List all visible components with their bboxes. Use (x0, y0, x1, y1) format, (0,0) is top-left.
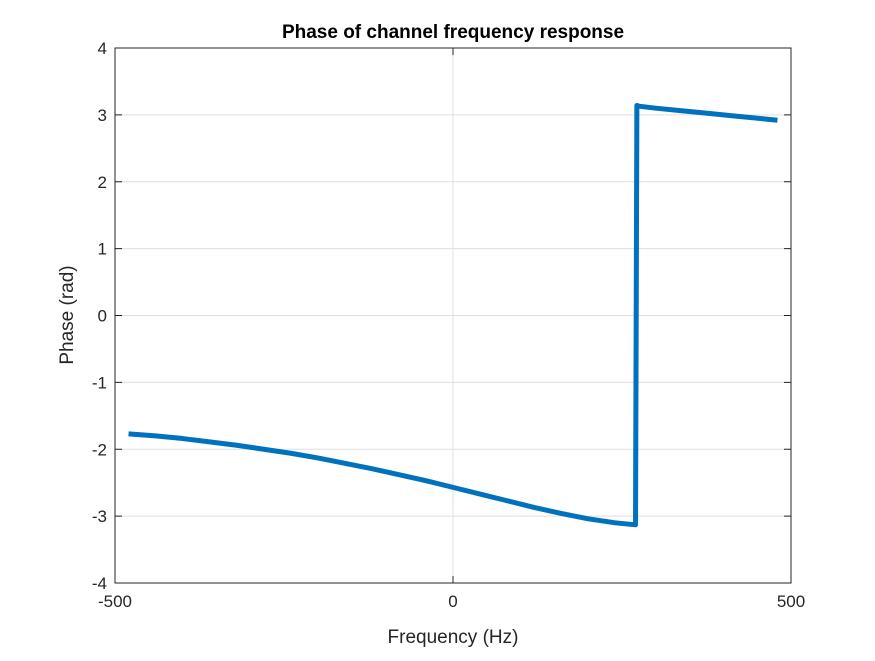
y-tick-label-1: 3 (98, 106, 107, 125)
series-layer (128, 103, 778, 528)
x-tick-label-2: 500 (777, 592, 805, 611)
y-tick-label-2: 2 (98, 173, 107, 192)
chart-title: Phase of channel frequency response (282, 22, 624, 43)
y-tick-label-6: -2 (92, 440, 107, 459)
y-tick-label-5: -1 (92, 373, 107, 392)
series-line-0 (128, 103, 778, 528)
y-tick-label-8: -4 (92, 574, 107, 593)
tick-labels: -500 0 500 4 3 2 1 0 -1 -2 -3 -4 (92, 39, 805, 611)
ticks (114, 47, 792, 584)
x-tick-label-0: -500 (98, 592, 132, 611)
y-tick-label-3: 1 (98, 240, 107, 259)
y-tick-label-0: 4 (98, 39, 107, 58)
y-axis-label: Phase (rad) (57, 265, 78, 364)
x-tick-label-1: 0 (448, 592, 457, 611)
x-axis-label: Frequency (Hz) (388, 627, 519, 648)
y-tick-label-4: 0 (98, 307, 107, 326)
y-tick-label-7: -3 (92, 507, 107, 526)
